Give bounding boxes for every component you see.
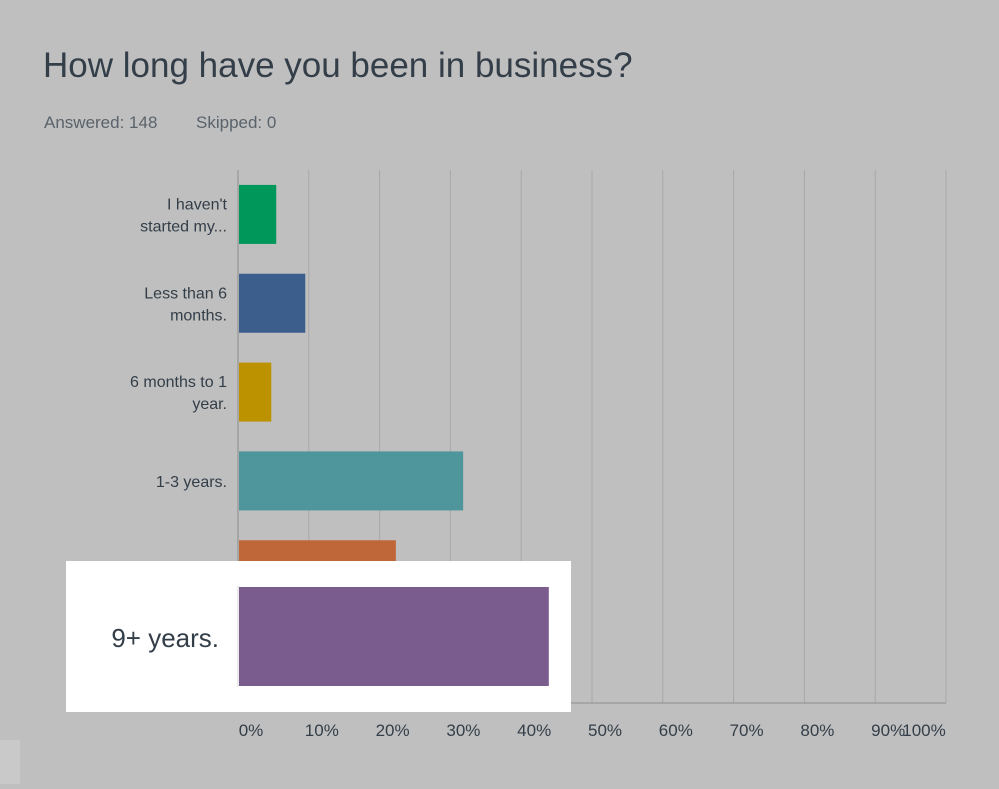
x-tick-label: 50%	[588, 721, 622, 740]
category-label: 1-3 years.	[156, 474, 227, 491]
bar[interactable]	[239, 451, 464, 511]
x-tick-label: 70%	[730, 721, 764, 740]
skipped-count: Skipped: 0	[196, 113, 276, 132]
category-label: year.	[192, 396, 227, 413]
category-labels: I haven't started my... Less than 6 months.…	[130, 196, 228, 491]
x-tick-label: 40%	[517, 721, 551, 740]
x-tick-label: 90%	[871, 721, 905, 740]
x-tick-label: 0%	[239, 721, 264, 740]
x-tick-label: 100%	[902, 721, 945, 740]
bar[interactable]	[239, 184, 277, 244]
corner-tab	[0, 740, 20, 784]
category-label: 6 months to 1	[130, 374, 227, 391]
x-tick-label: 10%	[305, 721, 339, 740]
answered-count: Answered: 148	[44, 113, 157, 132]
question-title: How long have you been in business?	[43, 46, 633, 85]
x-tick-label: 20%	[376, 721, 410, 740]
bars: 9+ years.	[66, 184, 571, 712]
x-axis-ticks: 0% 10% 20% 30% 40% 50% 60% 70% 80% 90%100%	[239, 721, 946, 740]
bar[interactable]	[239, 273, 306, 333]
category-label: started my...	[140, 218, 227, 235]
category-label: I haven't	[167, 196, 228, 213]
bar-highlighted[interactable]	[239, 587, 549, 686]
x-tick-label: 60%	[659, 721, 693, 740]
category-label: months.	[170, 307, 227, 324]
category-label-highlighted: 9+ years.	[111, 623, 219, 653]
x-tick-label: 80%	[800, 721, 834, 740]
x-tick-label: 30%	[446, 721, 480, 740]
bar[interactable]	[239, 362, 272, 422]
category-label: Less than 6	[144, 285, 227, 302]
